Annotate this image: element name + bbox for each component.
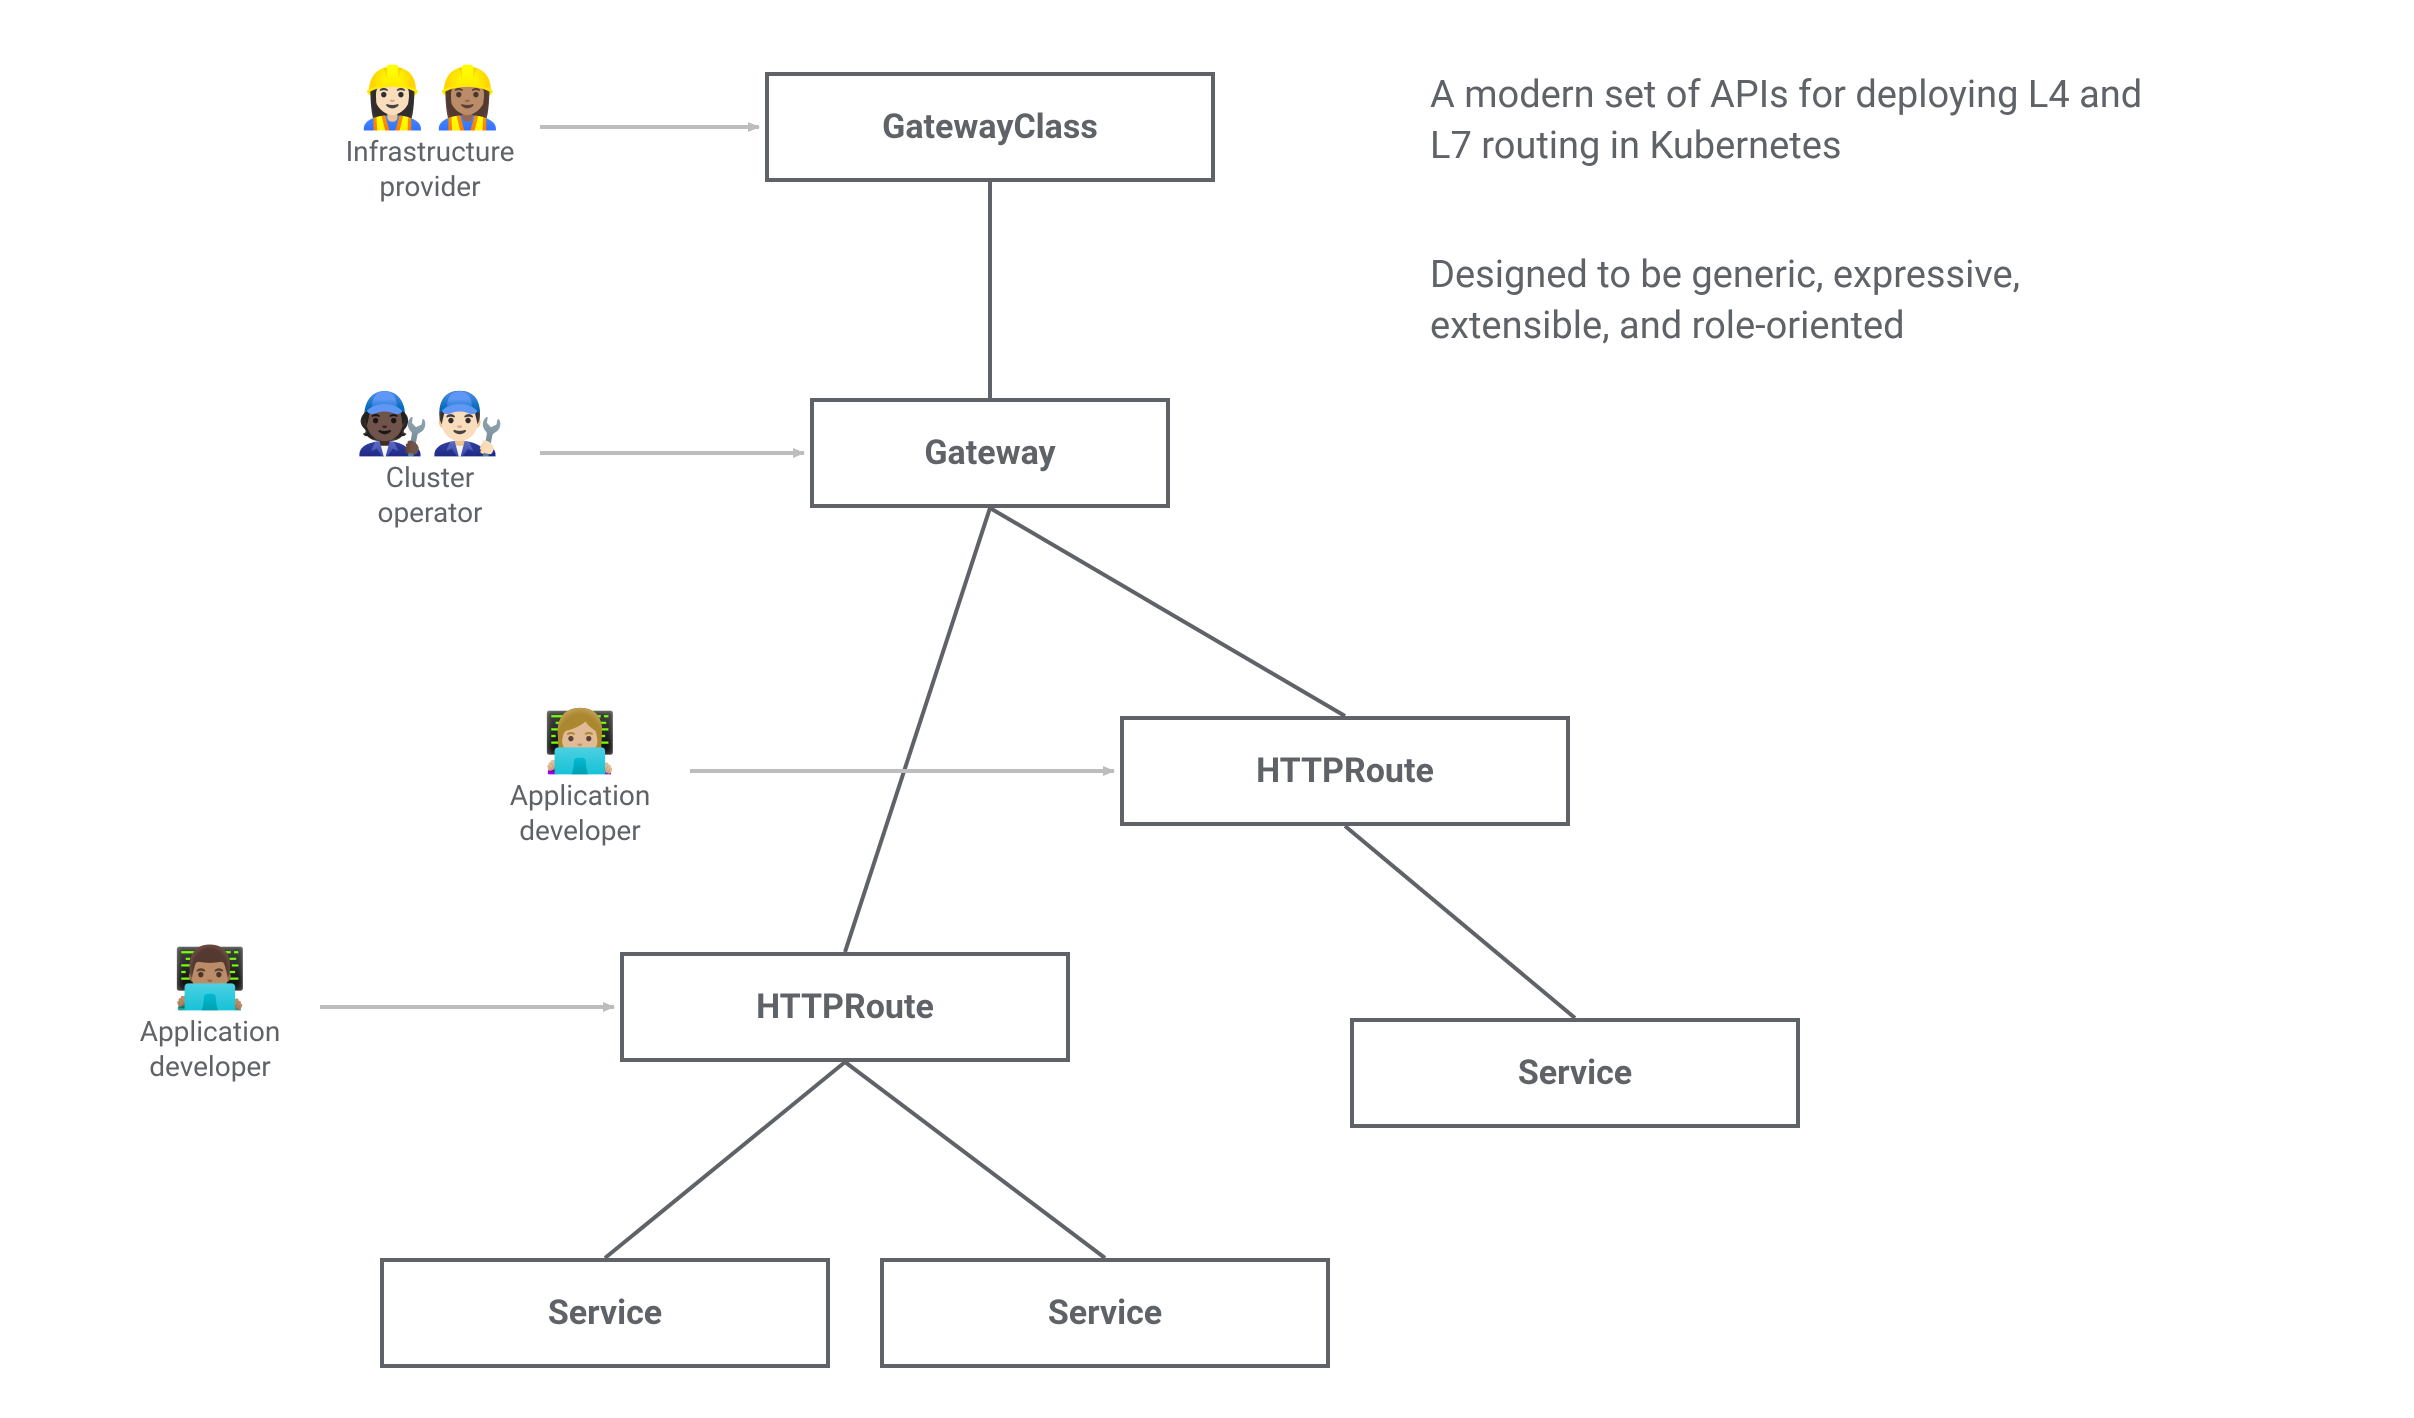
node-httproute_l: HTTPRoute	[620, 952, 1070, 1062]
node-label: Service	[548, 1293, 662, 1333]
persona-label: Application developer	[80, 1014, 340, 1084]
node-label: Service	[1048, 1293, 1162, 1333]
edge-gateway-httproute_r	[990, 508, 1345, 716]
description-text: A modern set of APIs for deploying L4 an…	[1430, 70, 2150, 173]
persona-emoji: 👨🏽‍💻	[80, 948, 340, 1008]
node-service_r: Service	[1350, 1018, 1800, 1128]
edges-layer	[0, 0, 2414, 1418]
persona-label: Infrastructure provider	[300, 134, 560, 204]
persona-label: Application developer	[450, 778, 710, 848]
node-service_l2: Service	[880, 1258, 1330, 1368]
persona-appdev_l: 👨🏽‍💻Application developer	[80, 948, 340, 1084]
node-gatewayclass: GatewayClass	[765, 72, 1215, 182]
node-label: HTTPRoute	[756, 987, 934, 1027]
description-text: Designed to be generic, expressive, exte…	[1430, 250, 2150, 353]
edge-gateway-httproute_l	[845, 508, 990, 952]
edge-httproute_r-service_r	[1345, 826, 1575, 1018]
diagram-canvas: GatewayClass Gateway HTTPRoute HTTPRoute Ser…	[0, 0, 2414, 1418]
persona-emoji: 👷🏻‍♀️👷🏽‍♀️	[300, 68, 560, 128]
persona-label: Cluster operator	[300, 460, 560, 530]
node-label: GatewayClass	[882, 107, 1098, 147]
persona-emoji: 🧑🏿‍🔧👨🏻‍🔧	[300, 394, 560, 454]
persona-cluster: 🧑🏿‍🔧👨🏻‍🔧Cluster operator	[300, 394, 560, 530]
node-label: HTTPRoute	[1256, 751, 1434, 791]
node-label: Gateway	[924, 433, 1055, 473]
node-gateway: Gateway	[810, 398, 1170, 508]
node-httproute_r: HTTPRoute	[1120, 716, 1570, 826]
edge-httproute_l-service_l2	[845, 1062, 1105, 1258]
node-service_l1: Service	[380, 1258, 830, 1368]
edge-httproute_l-service_l1	[605, 1062, 845, 1258]
persona-appdev_r: 👩🏼‍💻Application developer	[450, 712, 710, 848]
persona-infra: 👷🏻‍♀️👷🏽‍♀️Infrastructure provider	[300, 68, 560, 204]
node-label: Service	[1518, 1053, 1632, 1093]
persona-emoji: 👩🏼‍💻	[450, 712, 710, 772]
